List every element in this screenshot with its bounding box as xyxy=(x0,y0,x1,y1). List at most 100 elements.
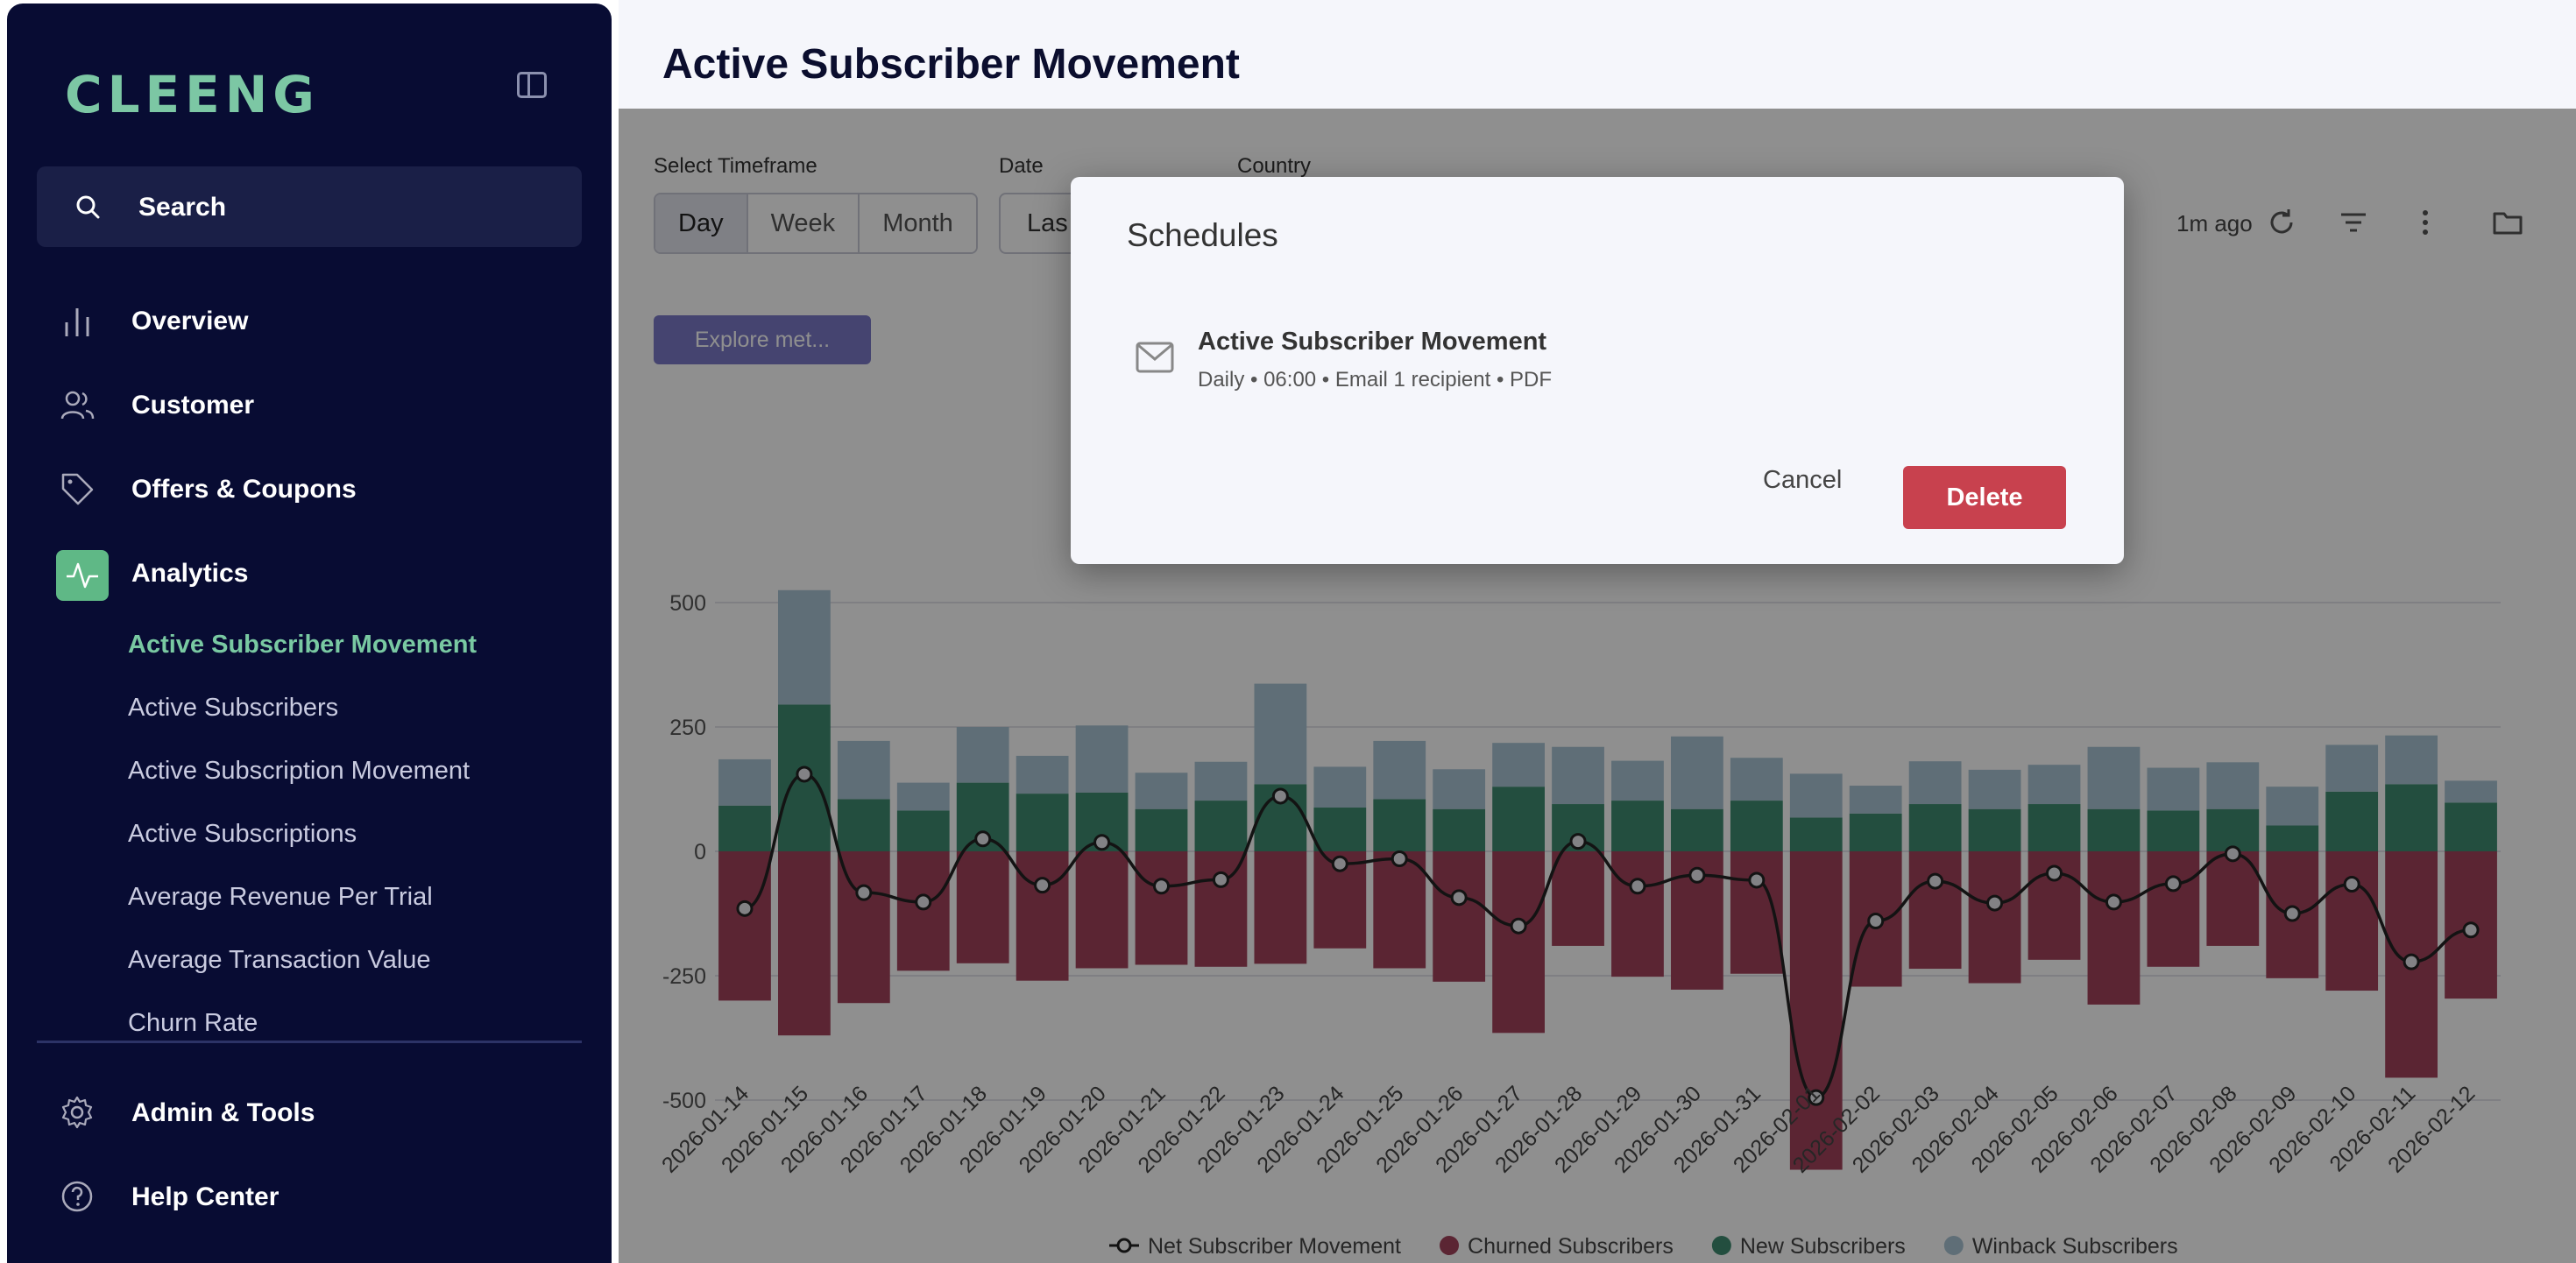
nav-help-center[interactable]: Help Center xyxy=(7,1160,612,1230)
folder-icon[interactable] xyxy=(2492,207,2523,238)
dialog-title: Schedules xyxy=(1127,217,1278,253)
main-area: Active Subscriber Movement Select Timefr… xyxy=(619,0,2576,1263)
explore-metrics-button[interactable]: Explore met... xyxy=(654,315,871,364)
gear-icon xyxy=(61,1096,93,1129)
churned-bar xyxy=(1433,851,1486,982)
legend-marker xyxy=(1440,1236,1460,1255)
nav-admin-tools[interactable]: Admin & Tools xyxy=(7,1076,612,1146)
net-movement-point xyxy=(1450,889,1468,907)
date-select[interactable]: Las xyxy=(999,193,1104,254)
nav-analytics[interactable]: Analytics xyxy=(7,536,612,606)
new-bar xyxy=(1492,787,1545,851)
sidebar-collapse-icon[interactable] xyxy=(517,72,547,98)
sub-item-active-subscriptions[interactable]: Active Subscriptions xyxy=(128,820,357,848)
date-label: Date xyxy=(999,154,1044,178)
new-bar xyxy=(1730,801,1783,851)
sub-item-active-subscription-movement[interactable]: Active Subscription Movement xyxy=(128,757,471,785)
net-movement-point xyxy=(855,884,873,901)
nav-offers-coupons[interactable]: Offers & Coupons xyxy=(7,452,612,522)
net-movement-point xyxy=(2046,864,2063,882)
nav-label: Analytics xyxy=(131,559,249,588)
churned-bar xyxy=(956,851,1009,963)
sub-item-churn-rate[interactable]: Churn Rate xyxy=(128,1009,258,1037)
y-tick-label: 250 xyxy=(669,716,706,740)
winback-bar xyxy=(2445,780,2497,803)
winback-bar xyxy=(2385,735,2438,785)
timeframe-month[interactable]: Month xyxy=(860,194,976,252)
sidebar-divider xyxy=(37,1041,582,1043)
country-label: Country xyxy=(1237,154,1312,178)
net-movement-point xyxy=(1986,894,2004,912)
nav-overview[interactable]: Overview xyxy=(7,284,612,354)
y-tick-label: -250 xyxy=(662,964,706,989)
net-movement-point xyxy=(1510,917,1527,935)
winback-bar xyxy=(2206,762,2260,809)
schedule-details: Daily • 06:00 • Email 1 recipient • PDF xyxy=(1198,368,1553,392)
new-bar xyxy=(1016,794,1069,851)
winback-bar xyxy=(1313,766,1367,808)
sub-item-average-transaction-value[interactable]: Average Transaction Value xyxy=(128,946,431,974)
winback-bar xyxy=(1552,746,1604,805)
schedule-title: Active Subscriber Movement xyxy=(1198,328,1547,356)
winback-bar xyxy=(1968,769,2021,809)
winback-bar xyxy=(1135,773,1188,809)
sub-item-active-subscribers[interactable]: Active Subscribers xyxy=(128,694,339,722)
new-bar xyxy=(2147,810,2200,851)
new-bar xyxy=(1849,813,1902,851)
sub-item-average-revenue-per-trial[interactable]: Average Revenue Per Trial xyxy=(128,883,433,911)
winback-bar xyxy=(1373,740,1426,800)
net-movement-point xyxy=(1212,871,1229,888)
winback-bar xyxy=(2266,787,2319,826)
search-button[interactable]: Search xyxy=(37,166,582,247)
net-movement-point xyxy=(974,830,992,848)
winback-bar xyxy=(1849,786,1902,814)
churned-bar xyxy=(1968,851,2021,984)
churned-bar xyxy=(778,851,831,1036)
new-bar xyxy=(837,799,890,851)
net-movement-point xyxy=(1867,913,1885,930)
net-movement-point xyxy=(2224,845,2241,863)
activity-icon xyxy=(67,562,98,589)
new-bar xyxy=(2087,808,2141,851)
y-tick-label: 500 xyxy=(669,591,706,616)
sub-item-active-subscriber-movement[interactable]: Active Subscriber Movement xyxy=(128,631,478,659)
new-bar xyxy=(2385,784,2438,851)
net-movement-point xyxy=(1927,872,1944,890)
winback-bar xyxy=(1789,773,1843,818)
churned-bar xyxy=(1789,851,1843,1170)
net-movement-point xyxy=(2403,953,2420,970)
winback-bar xyxy=(1433,769,1486,809)
timeframe-day[interactable]: Day xyxy=(655,194,748,252)
nav-label: Help Center xyxy=(131,1182,280,1211)
churned-bar xyxy=(2206,851,2260,946)
net-movement-point xyxy=(1748,871,1766,889)
timeframe-week[interactable]: Week xyxy=(747,194,860,252)
net-movement-point xyxy=(1569,833,1587,850)
churned-bar xyxy=(1016,851,1069,981)
tag-icon xyxy=(61,473,94,505)
delete-button[interactable]: Delete xyxy=(1903,466,2066,529)
cleeng-logo[interactable]: CLEENG xyxy=(65,65,320,124)
new-bar xyxy=(2028,804,2081,851)
legend-label: Winback Subscribers xyxy=(1972,1234,2178,1259)
new-bar xyxy=(2206,808,2260,851)
winback-bar xyxy=(896,782,950,811)
winback-bar xyxy=(2087,746,2141,809)
sidebar: CLEENG Search Overview Customer Offers &… xyxy=(7,4,612,1263)
net-movement-point xyxy=(796,766,813,783)
nav-label: Overview xyxy=(131,307,249,335)
net-movement-point xyxy=(2164,875,2182,893)
churned-bar xyxy=(718,851,771,1001)
filter-icon[interactable] xyxy=(2338,207,2369,238)
more-options-icon[interactable] xyxy=(2410,207,2441,238)
legend-marker xyxy=(1711,1236,1731,1255)
search-icon xyxy=(76,195,100,219)
refresh-icon[interactable] xyxy=(2266,207,2297,238)
winback-bar xyxy=(1730,758,1783,801)
nav-customer[interactable]: Customer xyxy=(7,368,612,438)
winback-bar xyxy=(2147,767,2200,811)
churned-bar xyxy=(2147,851,2200,967)
cancel-button[interactable]: Cancel xyxy=(1763,466,1843,494)
mail-icon xyxy=(1136,342,1174,373)
net-movement-point xyxy=(1271,787,1289,805)
